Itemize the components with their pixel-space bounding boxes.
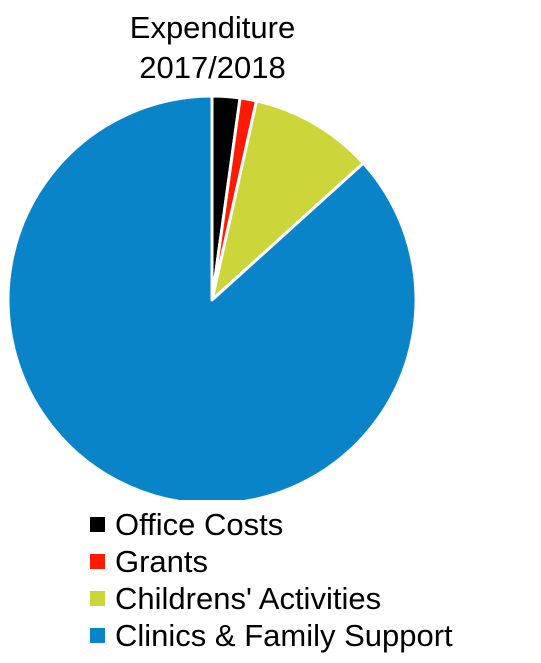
legend-item-office-costs: Office Costs — [90, 506, 535, 543]
pie-chart — [6, 94, 418, 500]
legend-swatch-grants — [90, 554, 105, 569]
legend-item-childrens-activities: Childrens' Activities — [90, 580, 535, 617]
legend: Office Costs Grants Childrens' Activitie… — [90, 506, 535, 654]
legend-label-childrens-activities: Childrens' Activities — [115, 581, 382, 616]
legend-item-grants: Grants — [90, 543, 535, 580]
legend-label-clinics-family-support: Clinics & Family Support — [115, 618, 453, 653]
chart-title: Expenditure 2017/2018 — [129, 10, 296, 85]
legend-swatch-office-costs — [90, 517, 105, 532]
pie-slice-clinics-family-support — [6, 94, 418, 500]
legend-item-clinics-family-support: Clinics & Family Support — [90, 617, 535, 654]
legend-label-office-costs: Office Costs — [115, 507, 284, 542]
pie-slice-childrens-activities — [210, 99, 365, 302]
legend-label-grants: Grants — [115, 544, 209, 579]
legend-swatch-childrens-activities — [90, 591, 105, 606]
legend-swatch-clinics-family-support — [90, 628, 105, 643]
